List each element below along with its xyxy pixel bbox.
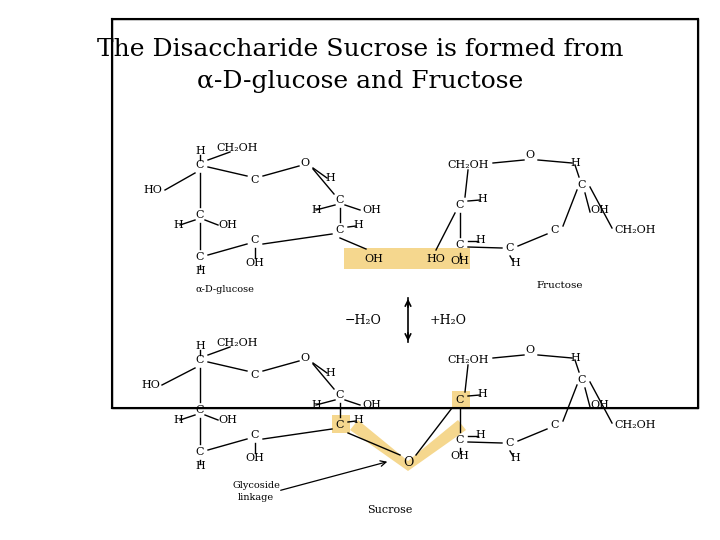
Text: C: C — [251, 235, 259, 245]
Text: H: H — [173, 415, 183, 425]
Text: OH: OH — [451, 451, 469, 461]
Text: C: C — [251, 370, 259, 380]
Text: H: H — [353, 415, 363, 425]
Text: C: C — [577, 180, 586, 190]
Text: C: C — [251, 175, 259, 185]
Text: α-D-glucose: α-D-glucose — [196, 286, 254, 294]
Text: C: C — [456, 200, 464, 210]
Text: HO: HO — [426, 254, 446, 264]
Text: C: C — [456, 435, 464, 445]
Text: linkage: linkage — [238, 494, 274, 503]
Text: H: H — [173, 220, 183, 230]
Text: H: H — [477, 389, 487, 399]
Text: CH₂OH: CH₂OH — [216, 338, 258, 348]
Text: C: C — [196, 405, 204, 415]
Text: The Disaccharide Sucrose is formed from: The Disaccharide Sucrose is formed from — [96, 38, 624, 61]
Text: C: C — [196, 252, 204, 262]
Text: C: C — [251, 430, 259, 440]
Text: H: H — [353, 220, 363, 230]
Text: CH₂OH: CH₂OH — [614, 225, 655, 235]
Bar — [112, 19, 698, 408]
Text: H: H — [325, 173, 335, 183]
Text: C: C — [196, 447, 204, 457]
Text: H: H — [570, 158, 580, 168]
Text: C: C — [196, 355, 204, 365]
Text: C: C — [505, 243, 514, 253]
Text: C: C — [336, 225, 344, 235]
Text: OH: OH — [590, 205, 609, 215]
Text: H: H — [195, 461, 205, 471]
Text: C: C — [505, 438, 514, 448]
Text: O: O — [300, 158, 310, 168]
Text: C: C — [196, 160, 204, 170]
Text: Fructose: Fructose — [536, 280, 583, 289]
Text: OH: OH — [590, 400, 609, 410]
Text: Sucrose: Sucrose — [367, 505, 413, 515]
Text: O: O — [526, 150, 534, 160]
Text: C: C — [577, 375, 586, 385]
Text: H: H — [475, 430, 485, 440]
Bar — [452, 391, 470, 409]
Bar — [332, 415, 350, 433]
Text: HO: HO — [141, 380, 160, 390]
Text: C: C — [336, 390, 344, 400]
Text: OH: OH — [362, 400, 381, 410]
Text: O: O — [402, 456, 413, 469]
Text: O: O — [300, 353, 310, 363]
Text: H: H — [311, 205, 321, 215]
Bar — [402, 248, 470, 269]
Text: OH: OH — [364, 254, 384, 264]
Text: CH₂OH: CH₂OH — [614, 420, 655, 430]
Text: OH: OH — [246, 453, 264, 463]
Text: OH: OH — [218, 415, 237, 425]
Text: C: C — [551, 420, 559, 430]
Text: H: H — [311, 400, 321, 410]
Text: OH: OH — [451, 256, 469, 266]
Text: C: C — [551, 225, 559, 235]
Text: CH₂OH: CH₂OH — [447, 160, 489, 170]
Text: H: H — [475, 235, 485, 245]
Text: C: C — [336, 420, 344, 430]
Text: C: C — [336, 195, 344, 205]
Text: +H₂O: +H₂O — [430, 314, 467, 327]
Polygon shape — [350, 420, 466, 471]
Text: H: H — [325, 368, 335, 378]
Text: OH: OH — [362, 205, 381, 215]
Bar — [344, 248, 404, 269]
Text: HO: HO — [143, 185, 162, 195]
Text: H: H — [570, 353, 580, 363]
Text: Glycoside: Glycoside — [232, 481, 280, 489]
Text: H: H — [195, 146, 205, 156]
Text: −H₂O: −H₂O — [345, 314, 382, 327]
Text: α-D-glucose and Fructose: α-D-glucose and Fructose — [197, 70, 523, 93]
Text: H: H — [477, 194, 487, 204]
Text: OH: OH — [246, 258, 264, 268]
Text: H: H — [510, 453, 520, 463]
Text: CH₂OH: CH₂OH — [447, 355, 489, 365]
Text: CH₂OH: CH₂OH — [216, 143, 258, 153]
Text: C: C — [196, 210, 204, 220]
Text: H: H — [195, 341, 205, 351]
Text: OH: OH — [218, 220, 237, 230]
Text: H: H — [195, 266, 205, 276]
Text: C: C — [456, 240, 464, 250]
Text: O: O — [526, 345, 534, 355]
Text: H: H — [510, 258, 520, 268]
Text: C: C — [456, 395, 464, 405]
